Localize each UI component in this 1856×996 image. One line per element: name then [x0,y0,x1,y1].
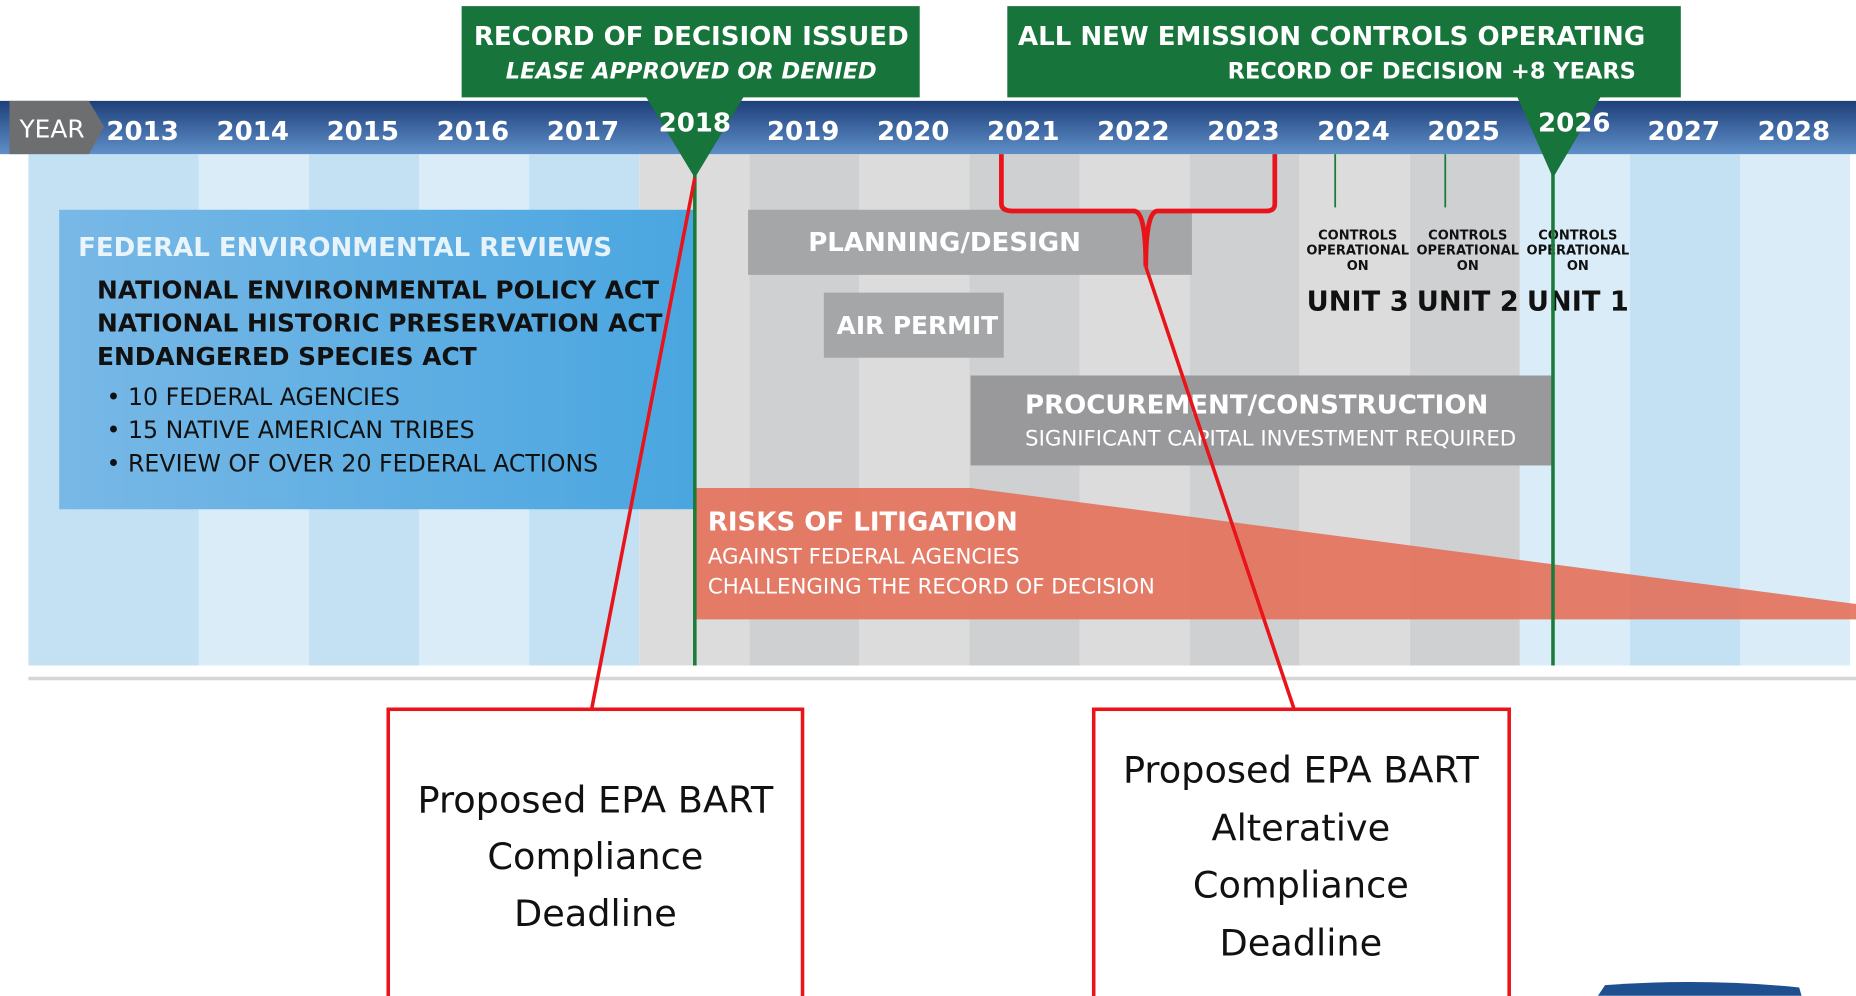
unit-name: UNIT 3 [1307,286,1409,317]
callout-subtitle: RECORD OF DECISION +8 YEARS [1228,58,1636,84]
unit-caption: CONTROLS [1538,228,1617,243]
litigation-band [696,487,1856,620]
year-label: 2022 [1097,117,1169,147]
act: NATIONAL HISTORIC PRESERVATION ACT [97,309,663,338]
act: ENDANGERED SPECIES ACT [97,342,477,371]
planning-label: PLANNING/DESIGN [808,228,1081,258]
year-label: 2027 [1648,117,1720,147]
unit-caption: ON [1457,259,1479,274]
air-permit-label: AIR PERMIT [837,311,999,340]
bracket [999,154,1278,267]
note-box [386,707,805,996]
procurement-subtitle: SIGNIFICANT CAPITAL INVESTMENT REQUIRED [1025,426,1516,451]
year-label: 2013 [106,117,178,147]
year-label: 2019 [767,117,839,147]
bullet: • 15 NATIVE AMERICAN TRIBES [107,416,475,444]
pointer-line [590,177,697,709]
year-highlight: 2026 [1538,109,1610,139]
note-line: Compliance [1193,863,1409,906]
procurement-bar [970,375,1553,466]
procurement-title: PROCUREMENT/CONSTRUCTION [1025,390,1488,420]
year-label: 2028 [1758,117,1830,147]
year-label: 2016 [437,117,509,147]
note-line: Compliance [487,835,703,878]
bullet: • 10 FEDERAL AGENCIES [107,383,400,411]
year-labels: 2013 2014 2015 2016 2017 2019 2020 2021 2022 2023… [106,117,1830,147]
pointer-line [1144,266,1296,709]
year-label: 2021 [987,117,1059,147]
litigation-line: AGAINST FEDERAL AGENCIES [708,545,1020,570]
year-label: 2017 [547,117,619,147]
note-line: Proposed EPA BART [417,778,773,821]
note-box [1091,707,1511,996]
note-line: Proposed EPA BART [1123,749,1479,792]
bullet-text: REVIEW OF OVER 20 FEDERAL ACTIONS [128,449,598,477]
litigation-title: RISKS OF LITIGATION [708,508,1018,538]
callout-title: RECORD OF DECISION ISSUED [474,22,909,52]
year-label: 2020 [877,117,949,147]
unit-name: UNIT 2 [1417,286,1519,317]
year-label: 2025 [1427,117,1499,147]
unit-name: UNIT 1 [1527,286,1629,317]
note-line: Deadline [514,892,677,935]
unit-caption: OPERATIONAL [1416,244,1519,259]
unit-caption: CONTROLS [1318,228,1397,243]
year-label: YEAR [19,115,85,144]
year-label: 2023 [1207,117,1279,147]
litigation-line: CHALLENGING THE RECORD OF DECISION [708,574,1155,599]
bullet-text: 10 FEDERAL AGENCIES [128,383,400,411]
callout-subtitle: LEASE APPROVED OR DENIED [506,58,877,84]
federal-box [59,209,695,510]
note-line: Alterative [1212,807,1391,850]
note-line: Deadline [1219,921,1382,964]
year-label: 2015 [327,117,399,147]
unit-caption: CONTROLS [1428,228,1507,243]
unit-caption: OPERATIONAL [1306,244,1409,259]
year-column [1740,154,1851,666]
year-label: 2014 [216,117,288,147]
logo-fragment [1597,982,1802,996]
air-permit-bar [823,292,1004,358]
callout-title: ALL NEW EMISSION CONTROLS OPERATING [1018,22,1645,52]
callout-box [461,6,920,178]
unit-caption: ON [1347,259,1369,274]
year-label: 2024 [1317,117,1389,147]
bullet: • REVIEW OF OVER 20 FEDERAL ACTIONS [107,449,599,477]
year-highlight: 2018 [659,109,731,139]
callout-box [1007,6,1681,178]
act: NATIONAL ENVIRONMENTAL POLICY ACT [97,276,659,305]
federal-title: FEDERAL ENVIRONMENTAL REVIEWS [78,233,612,263]
unit-caption: OPERATIONAL [1527,244,1630,259]
year-label-bg [9,100,105,155]
unit-caption: ON [1567,259,1589,274]
planning-bar [748,209,1192,275]
bullet-text: 15 NATIVE AMERICAN TRIBES [128,416,475,444]
